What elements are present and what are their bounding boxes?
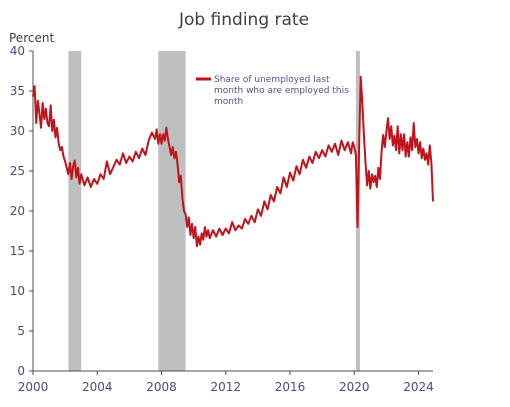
- y-axis-unit-label: Percent: [9, 31, 54, 45]
- recession-bar-2: [158, 51, 186, 371]
- legend-label: month who are employed this: [214, 86, 349, 96]
- y-tick-label: 35: [10, 84, 25, 98]
- series-layer: [32, 75, 434, 248]
- series-line-1: [32, 75, 434, 248]
- legend-label: month: [214, 97, 243, 107]
- x-tick-label: 2004: [82, 380, 113, 394]
- x-tick-label: 2008: [146, 380, 177, 394]
- legend-label: Share of unemployed last: [214, 75, 330, 85]
- y-tick-label: 5: [17, 324, 25, 338]
- recession-bar-1: [68, 51, 82, 371]
- x-tick-label: 2016: [275, 380, 306, 394]
- recession-shading: [68, 51, 360, 371]
- y-tick-label: 30: [10, 124, 25, 138]
- x-tick-label: 2020: [339, 380, 370, 394]
- y-tick-label: 15: [10, 244, 25, 258]
- x-tick-label: 2000: [18, 380, 49, 394]
- chart-title: Job finding rate: [178, 10, 309, 30]
- y-tick-label: 25: [10, 164, 25, 178]
- x-tick-label: 2012: [210, 380, 241, 394]
- x-tick-label: 2024: [403, 380, 434, 394]
- y-tick-label: 10: [10, 284, 25, 298]
- y-tick-label: 20: [10, 204, 25, 218]
- y-tick-label: 0: [17, 364, 25, 378]
- axes: 0 5 10 15 20 25 30 35 40 2000 2004 2008 2012 2016 2020…: [10, 44, 434, 394]
- y-tick-label: 40: [10, 44, 25, 58]
